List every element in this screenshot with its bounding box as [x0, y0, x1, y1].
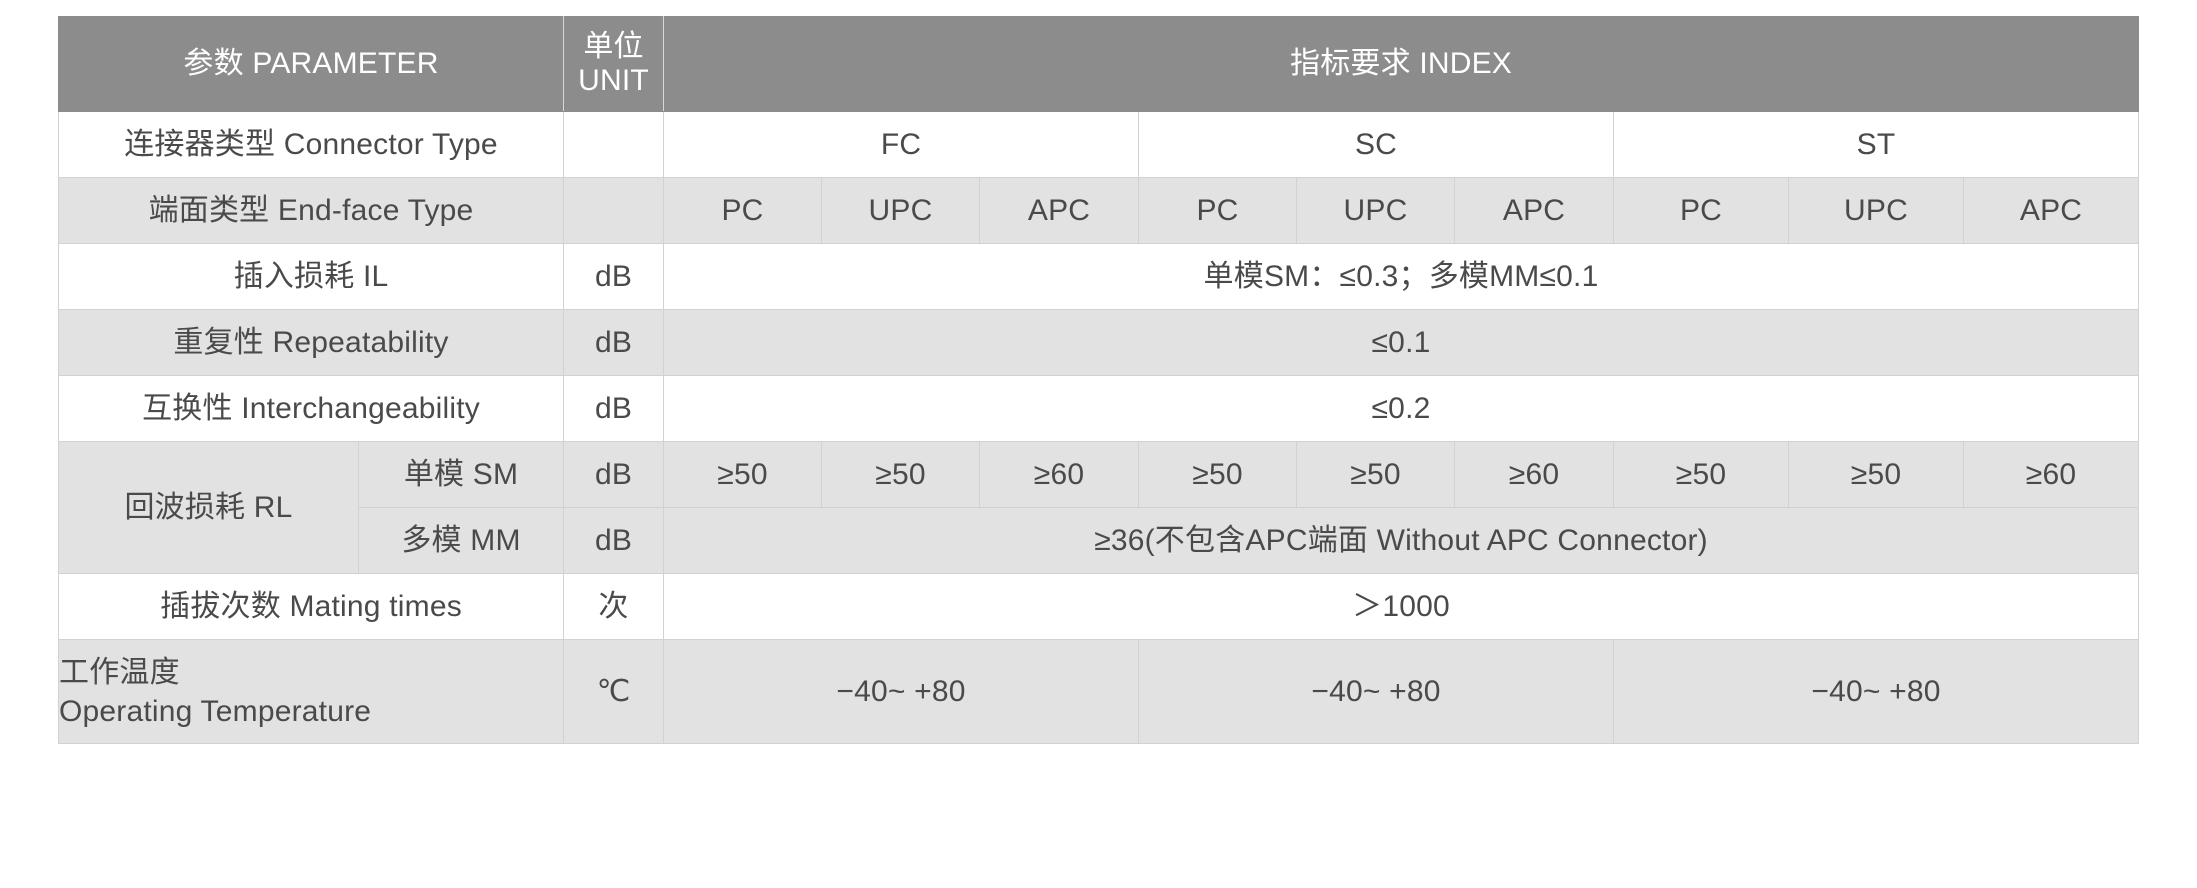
header-parameter: 参数 PARAMETER — [57, 16, 565, 112]
operating-temperature-unit: ℃ — [563, 639, 665, 744]
return-loss-sm-row: 回波损耗 RL 单模 SM dB ≥50 ≥50 ≥60 ≥50 ≥50 ≥60… — [58, 441, 2140, 574]
endface-fc-apc: APC — [979, 177, 1140, 244]
return-loss-mm-label: 多模 MM — [357, 507, 565, 574]
header-unit: 单位 UNIT — [563, 16, 665, 112]
endface-sc-upc: UPC — [1296, 177, 1456, 244]
table-header-row: 参数 PARAMETER 单位 UNIT 指标要求 INDEX — [57, 16, 2140, 112]
insertion-loss-value: 单模SM：≤0.3；多模MM≤0.1 — [663, 243, 2140, 310]
operating-temperature-sc: −40~ +80 — [1138, 639, 1615, 744]
return-loss-mm-row: 多模 MM dB ≥36(不包含APC端面 Without APC Connec… — [58, 507, 2140, 574]
repeatability-row: 重复性 Repeatability dB ≤0.1 — [57, 309, 2140, 376]
endface-sc-pc: PC — [1138, 177, 1298, 244]
mating-times-label: 插拔次数 Mating times — [57, 573, 565, 640]
return-loss-sm-unit: dB — [563, 441, 665, 508]
interchangeability-row: 互换性 Interchangeability dB ≤0.2 — [57, 375, 2140, 442]
operating-temperature-label: 工作温度 Operating Temperature — [57, 639, 565, 744]
endface-type-row: 端面类型 End-face Type PC UPC APC PC UPC APC… — [57, 177, 2140, 244]
return-loss-sm-st-pc: ≥50 — [1613, 441, 1790, 508]
header-unit-line1: 单位 — [583, 30, 644, 64]
insertion-loss-unit: dB — [563, 243, 665, 310]
return-loss-mm-value: ≥36(不包含APC端面 Without APC Connector) — [663, 507, 2140, 574]
operating-temperature-st: −40~ +80 — [1613, 639, 2140, 744]
endface-sc-apc: APC — [1454, 177, 1615, 244]
operating-temperature-label-cn: 工作温度 — [59, 655, 180, 689]
repeatability-unit: dB — [563, 309, 665, 376]
return-loss-sm-label: 单模 SM — [357, 441, 565, 508]
return-loss-sm-sc-upc: ≥50 — [1296, 441, 1456, 508]
return-loss-mm-unit: dB — [563, 507, 665, 574]
operating-temperature-row: 工作温度 Operating Temperature ℃ −40~ +80 −4… — [57, 639, 2140, 744]
return-loss-sm-fc-upc: ≥50 — [821, 441, 981, 508]
return-loss-sm-st-apc: ≥60 — [1963, 441, 2140, 508]
endface-type-unit — [563, 177, 665, 244]
repeatability-value: ≤0.1 — [663, 309, 2140, 376]
endface-st-pc: PC — [1613, 177, 1790, 244]
endface-fc-pc: PC — [663, 177, 823, 244]
return-loss-sm-sc-apc: ≥60 — [1454, 441, 1615, 508]
connector-type-label: 连接器类型 Connector Type — [57, 111, 565, 178]
interchangeability-unit: dB — [563, 375, 665, 442]
endface-type-label: 端面类型 End-face Type — [57, 177, 565, 244]
return-loss-sm-st-upc: ≥50 — [1788, 441, 1965, 508]
mating-times-unit: 次 — [563, 573, 665, 640]
interchangeability-value: ≤0.2 — [663, 375, 2140, 442]
return-loss-label: 回波损耗 RL — [58, 441, 359, 574]
insertion-loss-row: 插入损耗 IL dB 单模SM：≤0.3；多模MM≤0.1 — [57, 243, 2140, 310]
return-loss-sm-fc-apc: ≥60 — [979, 441, 1140, 508]
connector-type-st: ST — [1613, 111, 2140, 178]
spec-table-container: 参数 PARAMETER 单位 UNIT 指标要求 INDEX 连接器类型 Co… — [57, 16, 2140, 744]
interchangeability-label: 互换性 Interchangeability — [57, 375, 565, 442]
mating-times-row: 插拔次数 Mating times 次 ＞1000 — [57, 573, 2140, 640]
repeatability-label: 重复性 Repeatability — [57, 309, 565, 376]
connector-type-row: 连接器类型 Connector Type FC SC ST — [57, 111, 2140, 178]
connector-type-unit — [563, 111, 665, 178]
endface-st-apc: APC — [1963, 177, 2140, 244]
insertion-loss-label: 插入损耗 IL — [57, 243, 565, 310]
mating-times-value: ＞1000 — [663, 573, 2140, 640]
endface-st-upc: UPC — [1788, 177, 1965, 244]
header-index: 指标要求 INDEX — [663, 16, 2140, 112]
connector-type-fc: FC — [663, 111, 1140, 178]
operating-temperature-fc: −40~ +80 — [663, 639, 1140, 744]
endface-fc-upc: UPC — [821, 177, 981, 244]
return-loss-sm-sc-pc: ≥50 — [1138, 441, 1298, 508]
connector-type-sc: SC — [1138, 111, 1615, 178]
connector-specification-table: 参数 PARAMETER 单位 UNIT 指标要求 INDEX 连接器类型 Co… — [57, 16, 2140, 744]
header-unit-line2: UNIT — [578, 64, 649, 97]
return-loss-sm-fc-pc: ≥50 — [663, 441, 823, 508]
operating-temperature-label-en: Operating Temperature — [59, 694, 372, 728]
